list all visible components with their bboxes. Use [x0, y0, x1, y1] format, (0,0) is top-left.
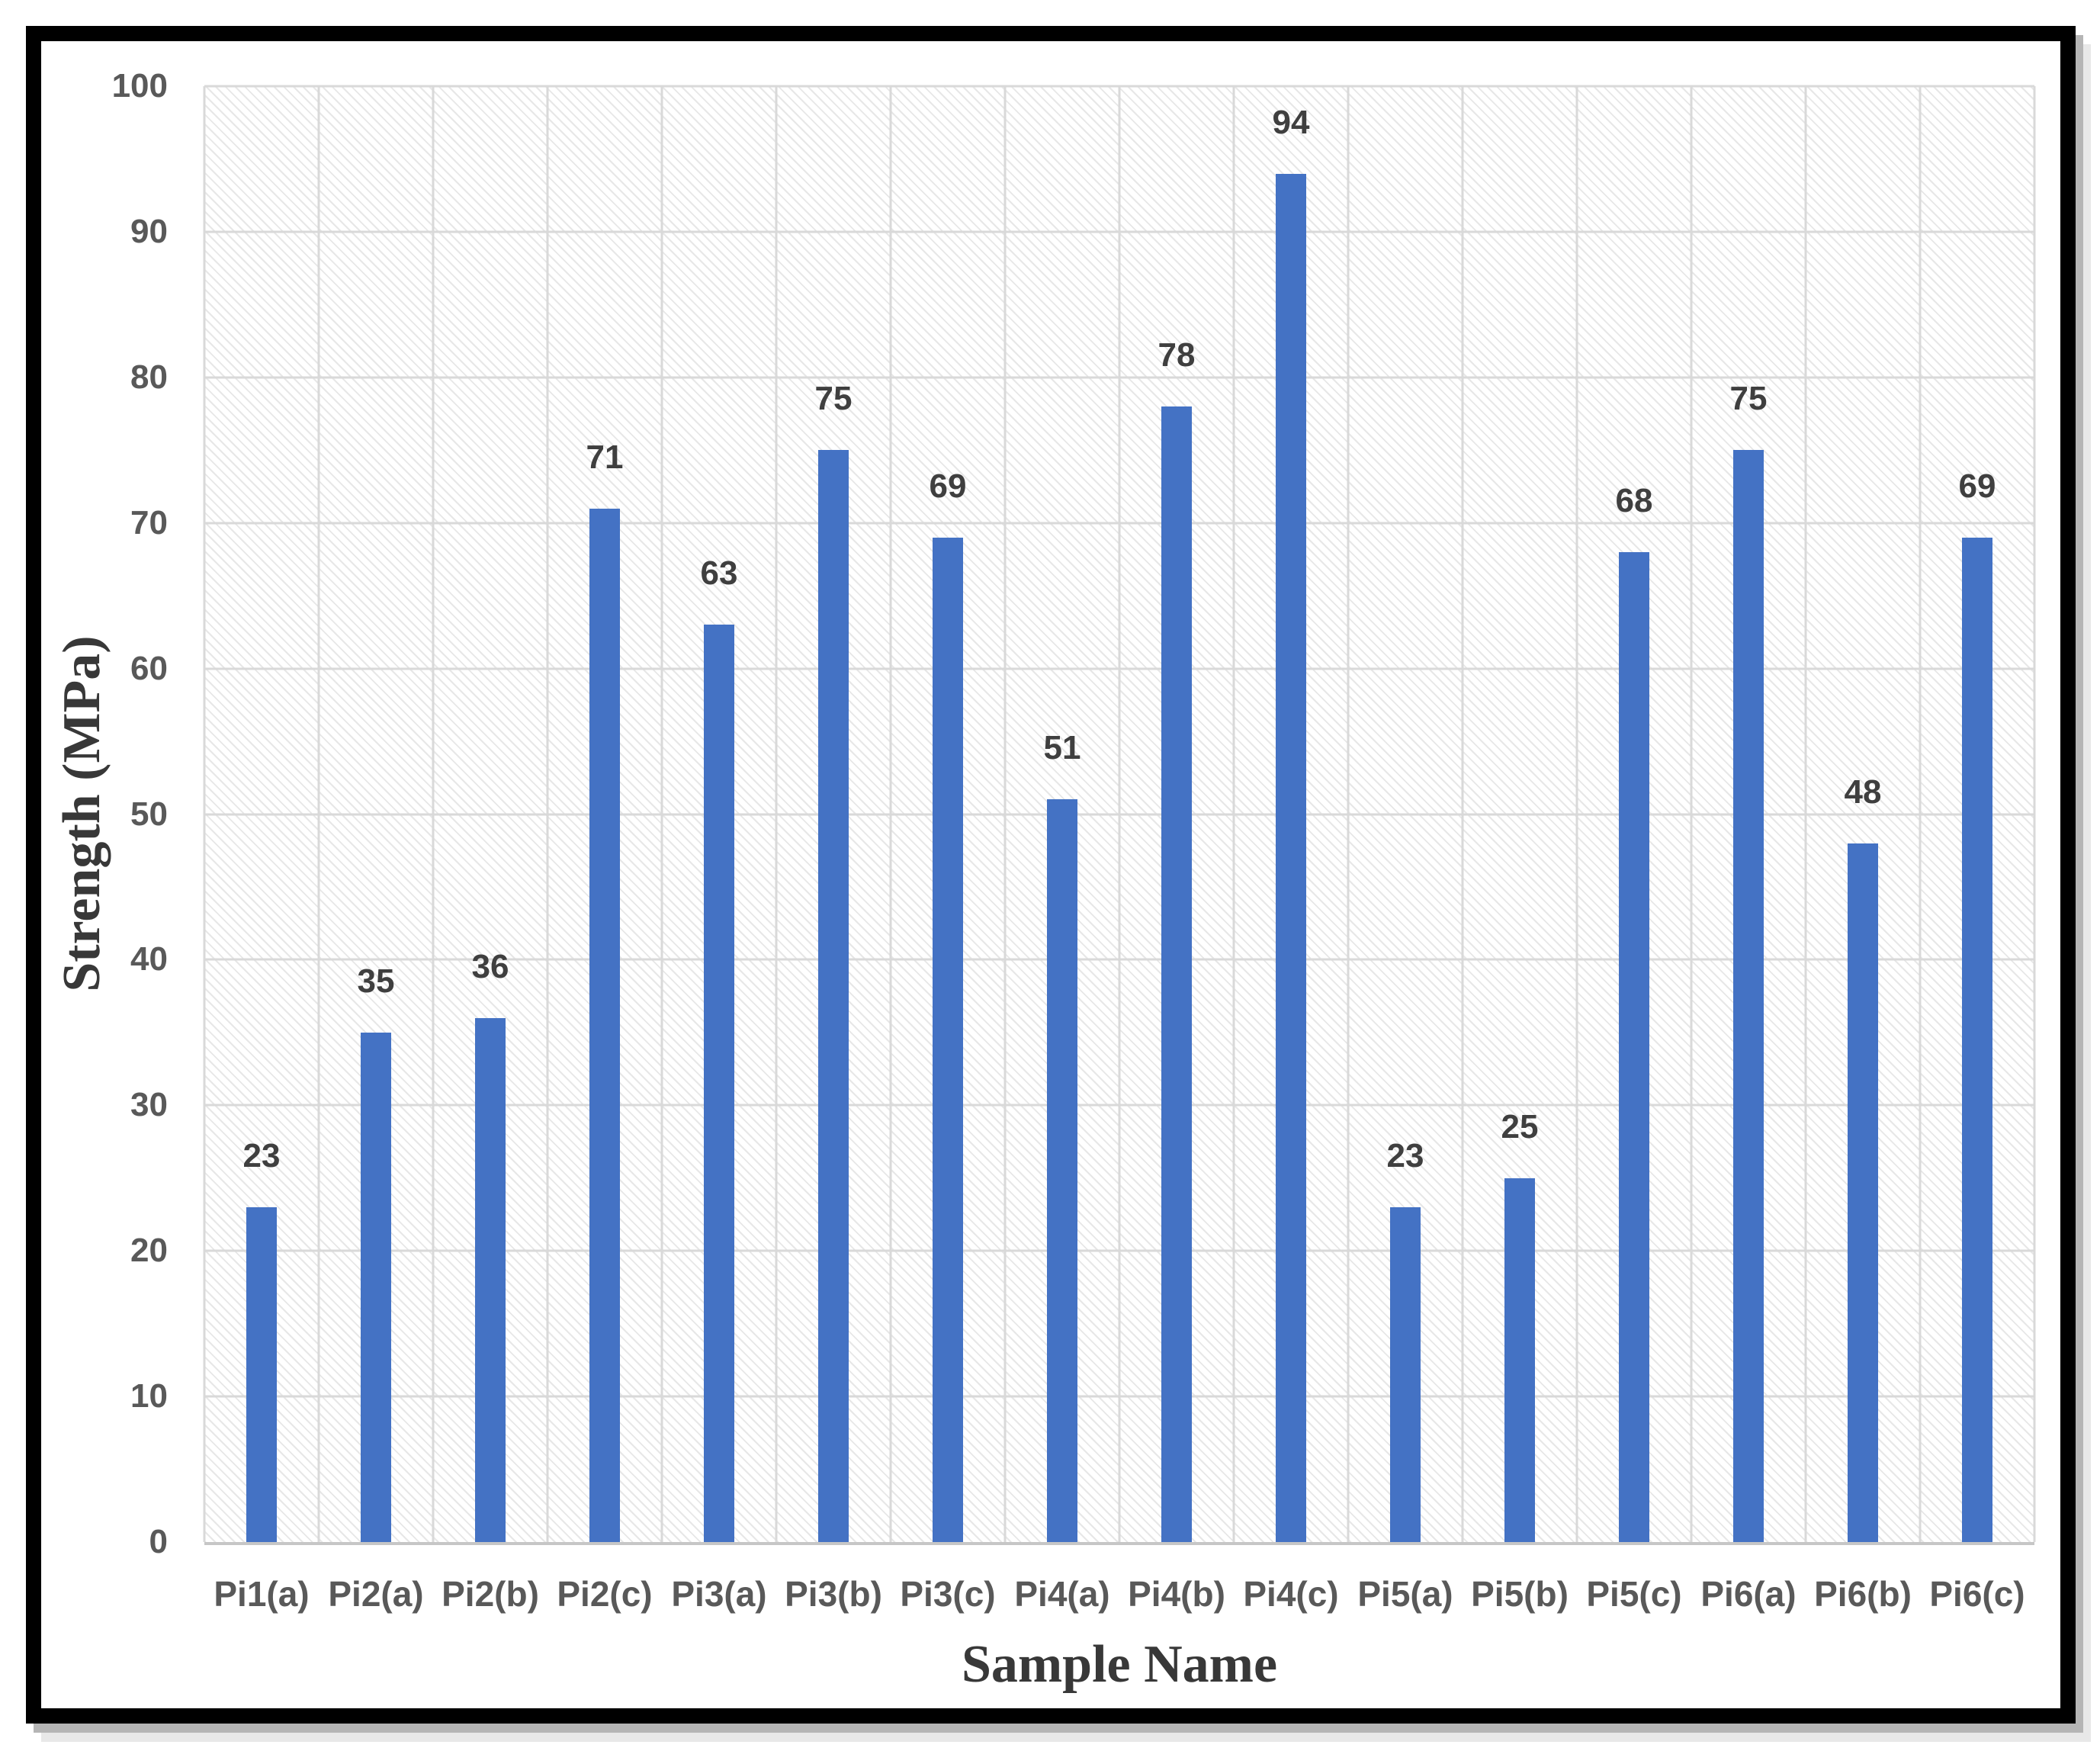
h-gridline	[204, 958, 2034, 961]
bar-category: 35	[319, 86, 433, 1542]
bar	[1276, 173, 1306, 1542]
bar-value-label: 69	[1958, 467, 1996, 505]
bar-category: 23	[204, 86, 319, 1542]
bar-value-label: 68	[1615, 481, 1653, 519]
y-tick-label: 10	[130, 1377, 168, 1415]
h-gridline	[204, 667, 2034, 670]
bar	[818, 450, 849, 1542]
x-axis: Pi1(a) Pi2(a) Pi2(b) Pi2(c) Pi3(a) Pi3(b) Pi3(…	[204, 1562, 2034, 1626]
bar	[246, 1206, 277, 1542]
bar	[589, 508, 620, 1542]
bar-category: 69	[891, 86, 1005, 1542]
bar-category: 68	[1577, 86, 1691, 1542]
x-tick-label: Pi4(b)	[1128, 1574, 1225, 1614]
bar-value-label: 63	[700, 554, 738, 593]
bar-category: 75	[776, 86, 891, 1542]
bar-category: 51	[1005, 86, 1119, 1542]
bar	[1504, 1178, 1535, 1542]
y-tick-label: 60	[130, 649, 168, 687]
bar-category: 23	[1348, 86, 1463, 1542]
bar	[1047, 799, 1077, 1542]
bar-value-label: 25	[1501, 1107, 1539, 1145]
bar	[1848, 843, 1878, 1542]
x-tick-label: Pi6(b)	[1814, 1574, 1912, 1614]
x-tick-label: Pi3(b)	[785, 1574, 882, 1614]
bar-category: 48	[1806, 86, 1920, 1542]
y-tick-label: 100	[111, 67, 168, 104]
bar-value-label: 69	[929, 467, 967, 505]
bar-value-label: 78	[1158, 336, 1196, 374]
bar-category: 94	[1234, 86, 1348, 1542]
y-tick-label: 50	[130, 795, 168, 833]
y-tick-label: 0	[149, 1523, 168, 1560]
bar-category: 36	[433, 86, 547, 1542]
bar-value-label: 71	[586, 438, 624, 476]
y-tick-label: 20	[130, 1232, 168, 1270]
h-gridline	[204, 813, 2034, 815]
bar-value-label: 51	[1043, 729, 1081, 767]
bar	[1161, 406, 1192, 1542]
y-tick-label: 70	[130, 503, 168, 541]
x-tick-label: Pi2(b)	[442, 1574, 539, 1614]
x-tick-label: Pi3(c)	[900, 1574, 996, 1614]
bar	[1619, 551, 1649, 1542]
bar	[933, 537, 963, 1542]
x-axis-title: Sample Name	[961, 1635, 1278, 1694]
bar-value-label: 75	[814, 380, 853, 418]
x-tick-label: Pi5(a)	[1357, 1574, 1453, 1614]
bar-value-label: 36	[471, 947, 509, 985]
h-gridline	[204, 1104, 2034, 1107]
bar	[1962, 537, 1992, 1542]
bar-category: 25	[1463, 86, 1577, 1542]
bar-value-label: 48	[1844, 773, 1882, 811]
bar-category: 69	[1920, 86, 2034, 1542]
bar	[1733, 450, 1764, 1542]
plot-area: 23 35 36 71 63 75 69 51 78 94 23 25 68 75 48 69	[203, 85, 2036, 1545]
bar	[361, 1032, 391, 1542]
h-gridline	[204, 376, 2034, 379]
x-tick-label: Pi3(a)	[671, 1574, 767, 1614]
y-tick-label: 90	[130, 212, 168, 250]
x-tick-label: Pi5(b)	[1471, 1574, 1569, 1614]
x-tick-label: Pi2(c)	[557, 1574, 653, 1614]
bar	[704, 625, 734, 1542]
y-axis: 0 10 20 30 40 50 60 70 80 90 100	[15, 67, 168, 1560]
bar-category: 75	[1691, 86, 1806, 1542]
h-gridline	[204, 1395, 2034, 1398]
bar-value-label: 23	[242, 1136, 281, 1174]
bar-value-label: 94	[1272, 103, 1310, 141]
bar-value-label: 35	[357, 962, 395, 1000]
v-gridline	[2033, 86, 2036, 1542]
bar-value-label: 75	[1729, 380, 1768, 418]
y-tick-label: 30	[130, 1086, 168, 1124]
x-tick-label: Pi1(a)	[214, 1574, 310, 1614]
bar-category: 71	[547, 86, 662, 1542]
x-tick-label: Pi2(a)	[328, 1574, 424, 1614]
h-gridline	[204, 522, 2034, 525]
bar	[1390, 1206, 1421, 1542]
x-tick-label: Pi4(a)	[1014, 1574, 1110, 1614]
y-tick-label: 80	[130, 358, 168, 396]
x-tick-label: Pi5(c)	[1586, 1574, 1682, 1614]
x-tick-label: Pi6(c)	[1929, 1574, 2025, 1614]
bar-category: 63	[662, 86, 776, 1542]
x-tick-label: Pi4(c)	[1243, 1574, 1339, 1614]
y-tick-label: 40	[130, 940, 168, 978]
h-gridline	[204, 1249, 2034, 1252]
x-tick-label: Pi6(a)	[1700, 1574, 1797, 1614]
h-gridline	[204, 230, 2034, 233]
bar	[475, 1017, 506, 1542]
bar-value-label: 23	[1386, 1136, 1424, 1174]
bar-category: 78	[1119, 86, 1234, 1542]
h-gridline	[204, 85, 2034, 88]
